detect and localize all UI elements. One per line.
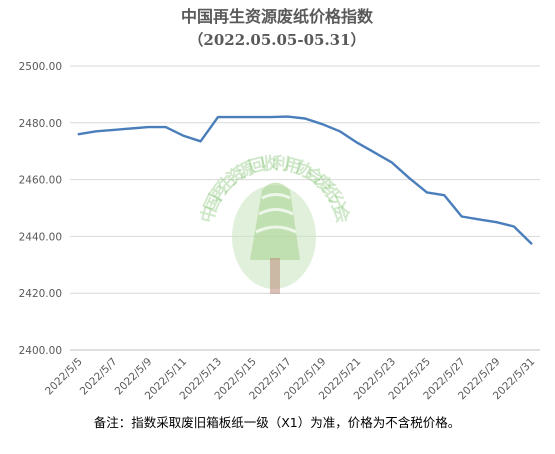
series-layer xyxy=(77,115,533,245)
grid-lines xyxy=(70,65,540,294)
x-axis-ticks: 2022/5/52022/5/72022/5/92022/5/112022/5/… xyxy=(43,356,537,403)
x-tick-label: 2022/5/5 xyxy=(43,356,85,398)
chart-title: 中国再生资源废纸价格指数 xyxy=(181,7,374,26)
y-axis-ticks: 2500.00 2480.00 2460.00 2440.00 2420.00 2400.… xyxy=(19,61,62,357)
watermark-char: 收 xyxy=(260,153,279,175)
chart-subtitle: （2022.05.05-05.31） xyxy=(188,31,365,49)
x-tick-label: 2022/5/7 xyxy=(78,356,120,398)
watermark-char: 用 xyxy=(282,154,304,178)
watermark-char: 中 xyxy=(196,203,221,225)
watermark-char: 利 xyxy=(272,153,291,175)
chart-note: 备注：指数采取废旧箱板纸一级（X1）为准，价格为不含税价格。 xyxy=(94,415,461,430)
watermark-char: 分 xyxy=(324,191,349,215)
y-tick-label: 2500.00 xyxy=(19,61,62,73)
y-tick-label: 2400.00 xyxy=(19,345,62,357)
tree-icon xyxy=(232,182,316,294)
watermark-char: 会 xyxy=(329,203,354,225)
watermark-char: 回 xyxy=(247,154,269,178)
y-tick-label: 2460.00 xyxy=(19,175,62,187)
watermark-char: 国 xyxy=(201,191,226,215)
series-line xyxy=(77,115,533,245)
y-tick-label: 2480.00 xyxy=(19,118,62,130)
y-tick-label: 2440.00 xyxy=(19,231,62,243)
y-tick-label: 2420.00 xyxy=(19,288,62,300)
